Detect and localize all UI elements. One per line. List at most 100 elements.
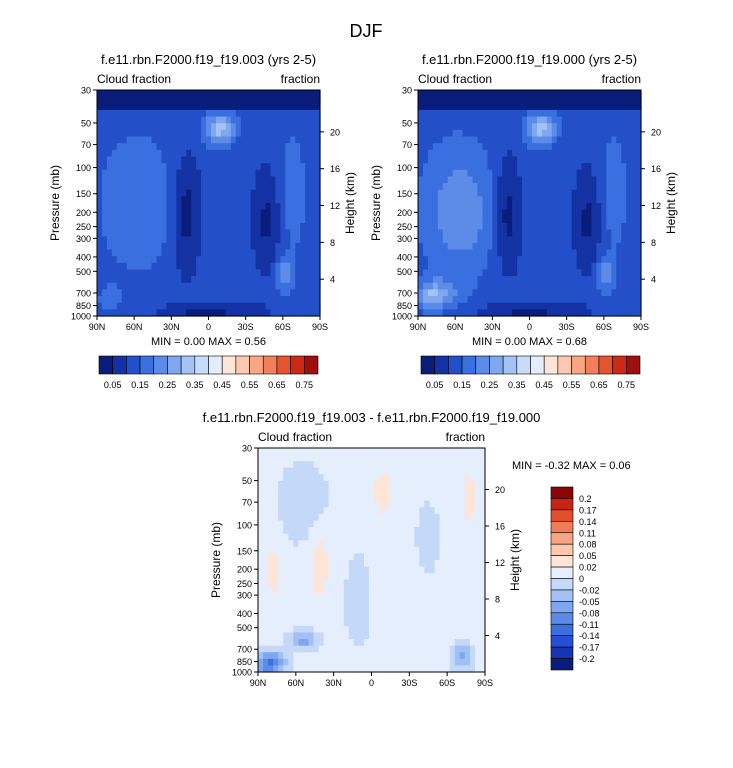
field-cell bbox=[452, 222, 459, 231]
field-cell bbox=[479, 619, 486, 627]
field-cell bbox=[394, 566, 400, 574]
field-cell bbox=[601, 289, 607, 297]
field-cell bbox=[522, 123, 528, 131]
field-cell bbox=[439, 652, 446, 660]
field-cell bbox=[181, 282, 187, 291]
field-cell bbox=[626, 276, 632, 284]
field-cell bbox=[394, 533, 400, 541]
field-cell bbox=[502, 123, 508, 131]
field-cell bbox=[328, 652, 335, 660]
field-cell bbox=[280, 282, 286, 291]
field-cell bbox=[422, 209, 429, 217]
field-cell bbox=[310, 156, 316, 164]
field-cell bbox=[571, 109, 578, 118]
field-cell bbox=[462, 256, 469, 264]
field-cell bbox=[368, 592, 375, 601]
field-cell bbox=[479, 652, 486, 660]
field-cell bbox=[379, 579, 385, 587]
colorbar-swatch bbox=[475, 355, 490, 375]
field-cell bbox=[452, 296, 459, 304]
field-cell bbox=[255, 189, 262, 197]
field-cell bbox=[97, 282, 103, 291]
field-cell bbox=[467, 229, 474, 237]
field-cell bbox=[146, 109, 153, 118]
field-cell bbox=[101, 163, 108, 171]
field-cell bbox=[427, 163, 434, 171]
field-cell bbox=[245, 222, 252, 231]
field-cell bbox=[522, 136, 528, 144]
field-cell bbox=[626, 103, 632, 111]
field-cell bbox=[196, 90, 202, 98]
field-cell bbox=[591, 276, 597, 284]
field-cell bbox=[424, 606, 431, 614]
field-cell bbox=[419, 467, 426, 475]
field-cell bbox=[616, 183, 622, 191]
field-cell bbox=[409, 566, 415, 574]
field-cell bbox=[566, 109, 573, 118]
field-cell bbox=[111, 229, 118, 237]
field-cell bbox=[449, 665, 456, 673]
field-cell bbox=[556, 216, 563, 224]
field-cell bbox=[626, 149, 632, 158]
field-cell bbox=[512, 183, 518, 191]
field-cell bbox=[258, 540, 264, 548]
field-cell bbox=[215, 156, 222, 164]
field-cell bbox=[464, 461, 471, 469]
field-cell bbox=[141, 183, 148, 191]
field-cell bbox=[300, 222, 306, 231]
field-cell bbox=[374, 579, 380, 587]
field-cell bbox=[621, 169, 627, 178]
field-cell bbox=[462, 136, 469, 144]
field-cell bbox=[384, 494, 390, 502]
field-cell bbox=[283, 553, 289, 561]
field-cell bbox=[437, 229, 444, 237]
field-cell bbox=[432, 143, 439, 151]
field-cell bbox=[487, 143, 493, 151]
field-cell bbox=[300, 183, 306, 191]
field-cell bbox=[457, 96, 464, 104]
field-cell bbox=[235, 176, 242, 184]
field-cell bbox=[290, 276, 296, 284]
field-cell bbox=[467, 262, 474, 271]
field-cell bbox=[161, 116, 167, 124]
field-cell bbox=[323, 448, 330, 456]
field-cell bbox=[399, 573, 405, 581]
field-cell bbox=[323, 652, 330, 660]
field-cell bbox=[606, 96, 612, 104]
field-cell bbox=[492, 169, 498, 178]
field-cell bbox=[176, 282, 182, 291]
field-cell bbox=[196, 289, 202, 297]
field-cell bbox=[551, 136, 558, 144]
field-cell bbox=[186, 116, 192, 124]
field-cell bbox=[576, 123, 583, 131]
field-cell bbox=[313, 612, 320, 620]
field-cell bbox=[258, 579, 264, 587]
field-cell bbox=[368, 560, 375, 568]
field-cell bbox=[621, 116, 627, 124]
field-cell bbox=[250, 242, 257, 251]
field-cell bbox=[571, 262, 578, 271]
field-cell bbox=[315, 183, 321, 191]
field-cell bbox=[258, 487, 264, 495]
field-cell bbox=[295, 203, 301, 211]
field-cell bbox=[186, 262, 192, 271]
field-cell bbox=[235, 236, 242, 244]
field-cell bbox=[447, 289, 454, 297]
field-cell bbox=[512, 209, 518, 217]
field-cell bbox=[621, 249, 627, 257]
field-cell bbox=[419, 448, 426, 456]
field-cell bbox=[358, 480, 365, 489]
field-cell bbox=[556, 176, 563, 184]
field-cell bbox=[318, 520, 325, 528]
field-cell bbox=[358, 467, 365, 475]
y-tick-label: 700 bbox=[76, 289, 91, 299]
field-cell bbox=[290, 262, 296, 271]
field-cell bbox=[97, 216, 103, 224]
field-cell bbox=[268, 566, 274, 574]
field-cell bbox=[298, 632, 304, 640]
field-cell bbox=[136, 163, 143, 171]
field-cell bbox=[442, 169, 449, 178]
field-cell bbox=[379, 586, 385, 594]
field-cell bbox=[111, 242, 118, 251]
field-cell bbox=[434, 632, 441, 640]
